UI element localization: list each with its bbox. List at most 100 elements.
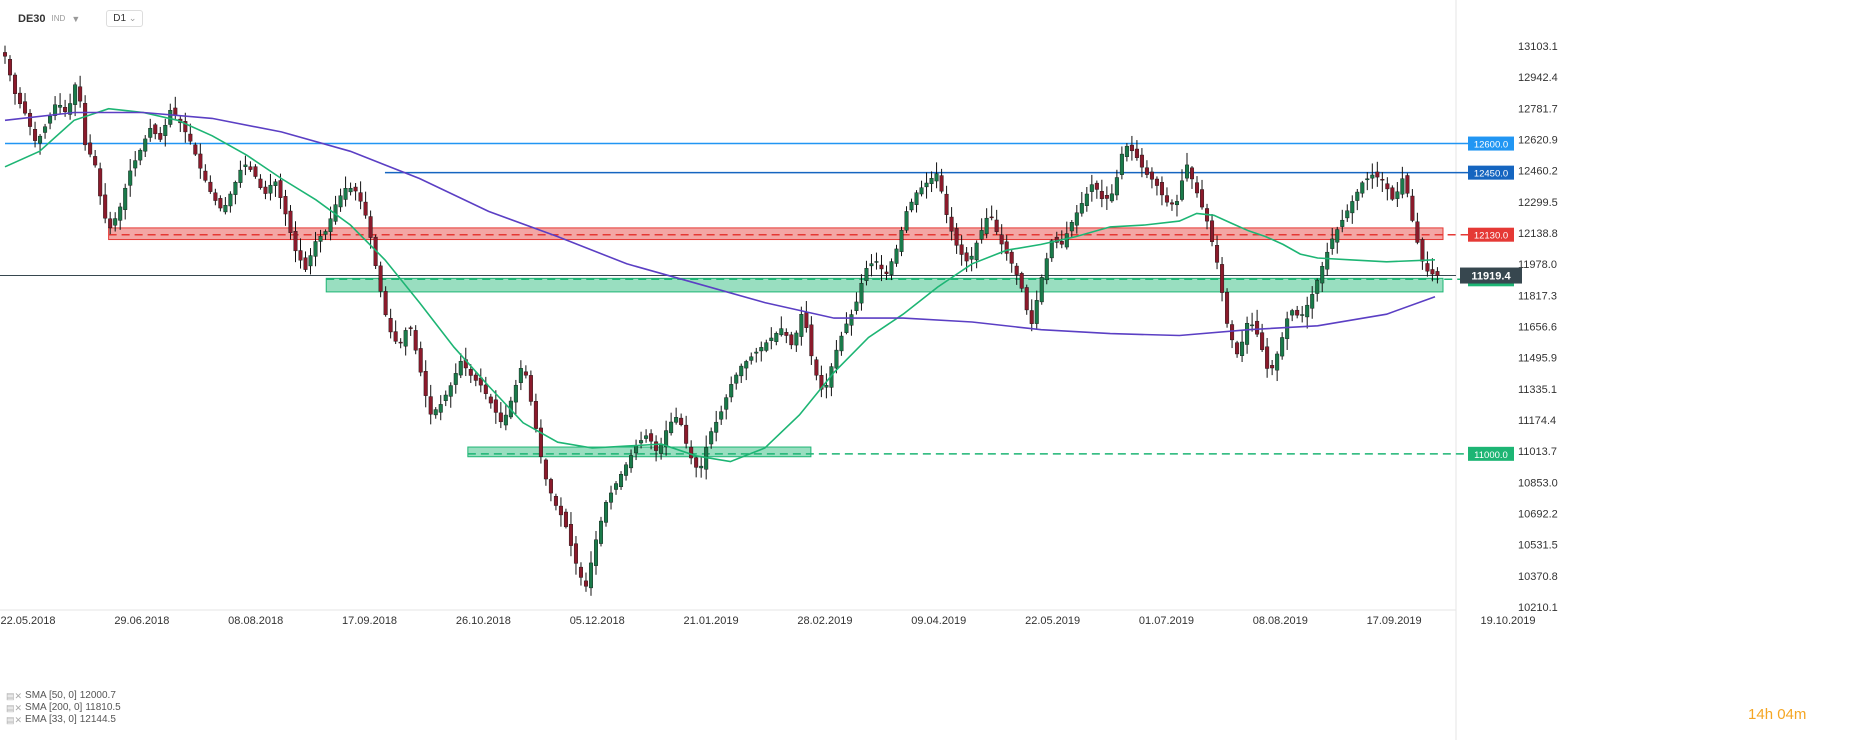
candle-body xyxy=(313,241,318,257)
candle-body xyxy=(814,359,819,376)
candle-body xyxy=(1029,310,1034,324)
candle-body xyxy=(934,173,939,182)
price-level-tag xyxy=(1468,227,1514,242)
candle-body xyxy=(904,211,909,231)
candle-body xyxy=(93,156,98,166)
legend-item[interactable]: ▤✕ SMA [200, 0] 11810.5 xyxy=(6,702,121,714)
candle-body xyxy=(528,375,533,402)
candle-body xyxy=(939,175,944,192)
candle-body xyxy=(1215,245,1220,263)
candle-body xyxy=(168,110,173,125)
candle-body xyxy=(503,414,508,426)
candle-body xyxy=(634,445,639,454)
indicator-legend: ▤✕ SMA [50, 0] 12000.7 ▤✕ SMA [200, 0] 11810… xyxy=(6,690,121,726)
candle-body xyxy=(1019,273,1024,289)
candle-body xyxy=(629,455,634,469)
candle-body xyxy=(1390,187,1395,200)
candle-body xyxy=(198,153,203,169)
symbol-name[interactable]: DE30 xyxy=(18,12,46,25)
candle-body xyxy=(493,399,498,413)
y-tick-label: 11013.7 xyxy=(1518,446,1557,458)
y-tick-label: 12620.9 xyxy=(1518,135,1558,147)
last-price-tag xyxy=(1460,267,1522,284)
symbol-dropdown-icon[interactable]: ▼ xyxy=(71,13,81,24)
candle-body xyxy=(143,138,148,152)
candle-body xyxy=(739,365,744,377)
eye-icon[interactable]: ▤✕ xyxy=(6,703,23,713)
candle-body xyxy=(353,186,358,192)
price-level-value: 12130.0 xyxy=(1474,231,1508,242)
candle-body xyxy=(689,446,694,459)
candle-body xyxy=(1285,318,1290,339)
candle-body xyxy=(153,124,158,135)
candle-body xyxy=(193,144,198,155)
candle-body xyxy=(794,332,799,346)
candle-body xyxy=(363,201,368,216)
legend-item[interactable]: ▤✕ EMA [33, 0] 12144.5 xyxy=(6,714,121,726)
timeframe-select[interactable]: D1 ⌄ xyxy=(106,10,144,27)
x-tick-label: 17.09.2018 xyxy=(342,615,397,627)
candle-body xyxy=(468,369,473,376)
chart-toolbar: DE30 IND ▼ D1 ⌄ xyxy=(18,10,144,27)
x-tick-label: 22.05.2019 xyxy=(1025,615,1080,627)
last-price-value: 11919.4 xyxy=(1471,271,1511,283)
candle-body xyxy=(604,502,609,523)
candle-body xyxy=(699,465,704,469)
legend-label: EMA [33, 0] xyxy=(25,714,77,725)
candle-body xyxy=(1240,341,1245,356)
candle-body xyxy=(123,187,128,210)
candle-body xyxy=(1154,178,1159,186)
candle-body xyxy=(498,412,503,423)
candle-body xyxy=(518,368,523,383)
candle-body xyxy=(1179,180,1184,200)
chevron-down-icon: ⌄ xyxy=(128,13,137,23)
candle-body xyxy=(403,330,408,347)
y-tick-label: 10531.5 xyxy=(1518,540,1558,552)
candle-body xyxy=(869,263,874,267)
candle-body xyxy=(423,371,428,396)
candle-body xyxy=(1420,239,1425,262)
candle-body xyxy=(894,248,899,264)
candle-body xyxy=(88,142,93,155)
candle-body xyxy=(959,244,964,255)
candle-body xyxy=(769,337,774,341)
y-tick-label: 12781.7 xyxy=(1518,103,1558,115)
sma-50-line xyxy=(4,107,1436,463)
candle-body xyxy=(298,250,303,261)
candle-body xyxy=(563,511,568,528)
candle-body xyxy=(23,101,28,114)
candle-body xyxy=(889,261,894,275)
candle-body xyxy=(964,252,969,262)
candle-body xyxy=(98,168,103,197)
legend-item[interactable]: ▤✕ SMA [50, 0] 12000.7 xyxy=(6,690,121,702)
eye-icon[interactable]: ▤✕ xyxy=(6,691,23,701)
candle-body xyxy=(679,417,684,425)
candle-body xyxy=(1275,353,1280,371)
candle-body xyxy=(203,170,208,181)
candle-body xyxy=(13,74,18,94)
candle-body xyxy=(253,166,258,177)
candle-body xyxy=(724,397,729,410)
candle-body xyxy=(218,198,223,209)
eye-icon[interactable]: ▤✕ xyxy=(6,715,23,725)
candle-body xyxy=(33,129,38,141)
candle-body xyxy=(944,193,949,215)
candle-body xyxy=(163,125,168,136)
candle-body xyxy=(609,492,614,503)
candle-body xyxy=(238,169,243,183)
candle-body xyxy=(308,255,313,267)
candle-body xyxy=(1325,251,1330,270)
candle-body xyxy=(1340,219,1345,227)
candle-body xyxy=(734,374,739,384)
y-tick-label: 11335.1 xyxy=(1518,384,1557,396)
candle-body xyxy=(1410,195,1415,221)
candle-body xyxy=(1405,175,1410,194)
candle-body xyxy=(8,59,13,76)
candle-body xyxy=(188,133,193,142)
candle-body xyxy=(533,401,538,429)
candle-body xyxy=(1255,320,1260,335)
candle-body xyxy=(854,301,859,311)
candle-body xyxy=(804,312,809,328)
candle-body xyxy=(1069,222,1074,232)
